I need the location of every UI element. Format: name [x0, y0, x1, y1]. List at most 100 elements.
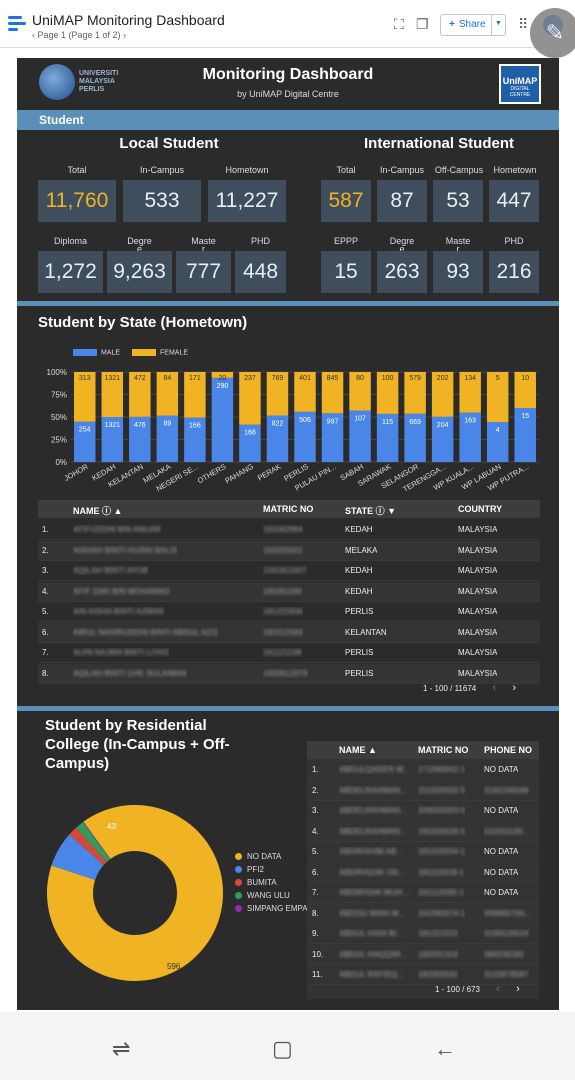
col-header-country[interactable]: COUNTRY	[458, 504, 503, 514]
local-phd-label: PHD	[250, 236, 270, 246]
table-row[interactable]: 8. AQILAH BINTI CHE SULAIMAN 1630612079 PER…	[38, 663, 540, 684]
prev-page-button[interactable]: ‹	[496, 983, 500, 995]
bar-male-0[interactable]	[74, 421, 96, 462]
table-row[interactable]: 5. ABDIRAHIM AB... 181020034-1 NO DATA	[307, 842, 539, 862]
table-row[interactable]: 7. ALPA NAJWA BINTI LIYAS 161121196 PERLIS M…	[38, 643, 540, 663]
page-navigator[interactable]: ‹ Page 1 (Page 1 of 2) ›	[32, 30, 127, 40]
bar-female-12[interactable]	[404, 372, 426, 414]
col-header-matric[interactable]: MATRIC NO	[418, 745, 469, 755]
student-section-bar: Student	[17, 110, 559, 130]
cell-name: ABDELRAHMAN...	[339, 785, 407, 795]
data-label-female: 845	[327, 375, 339, 382]
app-title: UniMAP Monitoring Dashboard	[32, 12, 225, 28]
bar-female-0[interactable]	[74, 372, 96, 422]
cell-state: PERLIS	[345, 668, 374, 678]
bar-female-14[interactable]	[459, 372, 481, 413]
next-page-button[interactable]: ›	[512, 682, 517, 694]
bar-female-7[interactable]	[266, 372, 289, 416]
recent-apps-icon[interactable]: ⇌	[112, 1036, 131, 1061]
table-row[interactable]: 2. AISHAH BINTI HUSNI BALIS 162020001 MELAK…	[38, 540, 540, 561]
table-row[interactable]: 8. ABDOU MANI M... 161090074-1 009665704...	[307, 903, 539, 924]
bar-male-5[interactable]	[211, 377, 234, 462]
table-row[interactable]: 6. ABDIRAZAK OS... 181110018-1 NO DATA	[307, 862, 539, 883]
bar-male-16[interactable]	[514, 408, 536, 462]
bar-male-4[interactable]	[184, 417, 206, 462]
table-row[interactable]: 6. AIRUL NASIRUDDIN BINTI ABDUL AZIZ 18101…	[38, 622, 540, 643]
bar-male-1[interactable]	[101, 417, 124, 462]
cell-matric: 1541811607	[263, 566, 307, 575]
bar-female-4[interactable]	[184, 372, 206, 418]
cell-name: AISHAH BINTI HUSNI BALIS	[73, 545, 178, 555]
cell-name: ABDUL RAFIEQ...	[339, 970, 405, 979]
bar-male-11[interactable]	[376, 413, 399, 462]
table-row[interactable]: 4. ABDELRAHMAN... 191020026-5 011611130...	[307, 821, 539, 842]
bar-male-7[interactable]	[266, 415, 289, 462]
table-row[interactable]: 11. ABDUL RAFIEQ... 182060542 0133878087	[307, 965, 539, 985]
table-row[interactable]: 3. ABDELRAHMAN... 209000003-5 NO DATA	[307, 801, 539, 821]
bar-female-9[interactable]	[321, 372, 344, 414]
table-row[interactable]: 1. ABDULQADER M... 171090042-1 NO DATA	[307, 760, 539, 780]
col-header-name[interactable]: NAME ⓘ ▲	[73, 506, 123, 516]
local-diploma-label: Diploma	[53, 236, 87, 246]
bar-male-6[interactable]	[239, 424, 261, 462]
bar-male-13[interactable]	[431, 416, 454, 462]
data-label-female: 20	[219, 375, 227, 382]
donut-slice-2[interactable]	[69, 827, 107, 866]
bar-male-8[interactable]	[294, 411, 316, 462]
cell-matric: 161062994	[263, 525, 304, 534]
table-row[interactable]: 5. AIN AISHA BINTI AZMAN 181222836 PERLIS MA…	[38, 602, 540, 622]
col-header-matric[interactable]: MATRIC NO	[263, 504, 314, 514]
bar-male-14[interactable]	[459, 412, 481, 462]
row-number: 7.	[312, 888, 319, 897]
bar-female-5[interactable]	[211, 372, 234, 378]
col-header-phone[interactable]: PHONE NO	[484, 745, 533, 755]
share-dropdown-icon[interactable]: ▼	[491, 15, 505, 35]
bar-female-8[interactable]	[294, 372, 316, 412]
bar-male-3[interactable]	[156, 415, 179, 462]
bar-female-16[interactable]	[514, 372, 536, 408]
bar-male-10[interactable]	[349, 410, 371, 462]
bar-male-12[interactable]	[404, 413, 426, 462]
data-label-female: 84	[163, 375, 171, 382]
col-header-state[interactable]: STATE ⓘ ▼	[345, 506, 397, 516]
data-label-female: 10	[521, 375, 529, 382]
bar-male-15[interactable]	[486, 422, 509, 462]
bar-female-11[interactable]	[376, 372, 399, 414]
cell-country: MALAYSIA	[458, 586, 498, 596]
bar-female-2[interactable]	[129, 372, 151, 417]
table-row[interactable]: 4. AFIF ZAKI BIN MOHAMAD 181051190 KEDAH MAL…	[38, 581, 540, 602]
table-row[interactable]: 7. ABDIRISAK MUH... 161110095-1 NO DATA	[307, 883, 539, 903]
edit-pencil-icon[interactable]: ✎	[530, 8, 575, 58]
cell-matric: 151020032-5	[418, 785, 466, 795]
donut-slice-1[interactable]	[51, 834, 104, 880]
donut-slice-0[interactable]	[46, 805, 223, 981]
copy-icon[interactable]: ❐	[416, 16, 429, 32]
table-row[interactable]: 10. ABDUL HAQQIM... 192031316 084236182	[307, 944, 539, 965]
legend-dot	[235, 853, 242, 861]
donut-slice-3[interactable]	[76, 822, 111, 862]
prev-page-button[interactable]: ‹	[492, 682, 497, 694]
table-row[interactable]: 3. AQILAH BINTI AYOB 1541811607 KEDAH MALAYS…	[38, 561, 540, 581]
apps-grid-icon[interactable]: ⠿	[518, 16, 529, 32]
next-page-button[interactable]: ›	[516, 983, 520, 995]
donut-slice-4[interactable]	[82, 821, 111, 860]
back-icon[interactable]: ←	[434, 1036, 456, 1061]
bar-female-1[interactable]	[101, 372, 124, 417]
col-header-name[interactable]: NAME ▲	[339, 745, 377, 755]
menu-icon[interactable]	[8, 16, 26, 32]
share-button[interactable]: + Share ▼	[440, 14, 506, 36]
fullscreen-icon[interactable]: ⛶	[394, 16, 404, 32]
bar-male-2[interactable]	[129, 416, 151, 462]
bar-female-6[interactable]	[239, 372, 261, 425]
bar-female-13[interactable]	[431, 372, 454, 417]
data-label-male: 15	[521, 413, 529, 420]
bar-female-10[interactable]	[349, 372, 371, 411]
bar-female-3[interactable]	[156, 372, 179, 416]
table-row[interactable]: 9. ABDUL HADI BI... 181021015 0195526524	[307, 924, 539, 944]
bar-male-9[interactable]	[321, 413, 344, 462]
home-icon[interactable]: ▢	[272, 1036, 293, 1061]
table-row[interactable]: 2. ABDELRAHMAN... 151020032-5 0192249048	[307, 780, 539, 801]
table-row[interactable]: 1. AFIFUDDIN BIN ANUAR 161062994 KEDAH MALAY…	[38, 520, 540, 540]
data-label-female: 313	[79, 375, 91, 382]
bar-female-15[interactable]	[486, 372, 509, 422]
